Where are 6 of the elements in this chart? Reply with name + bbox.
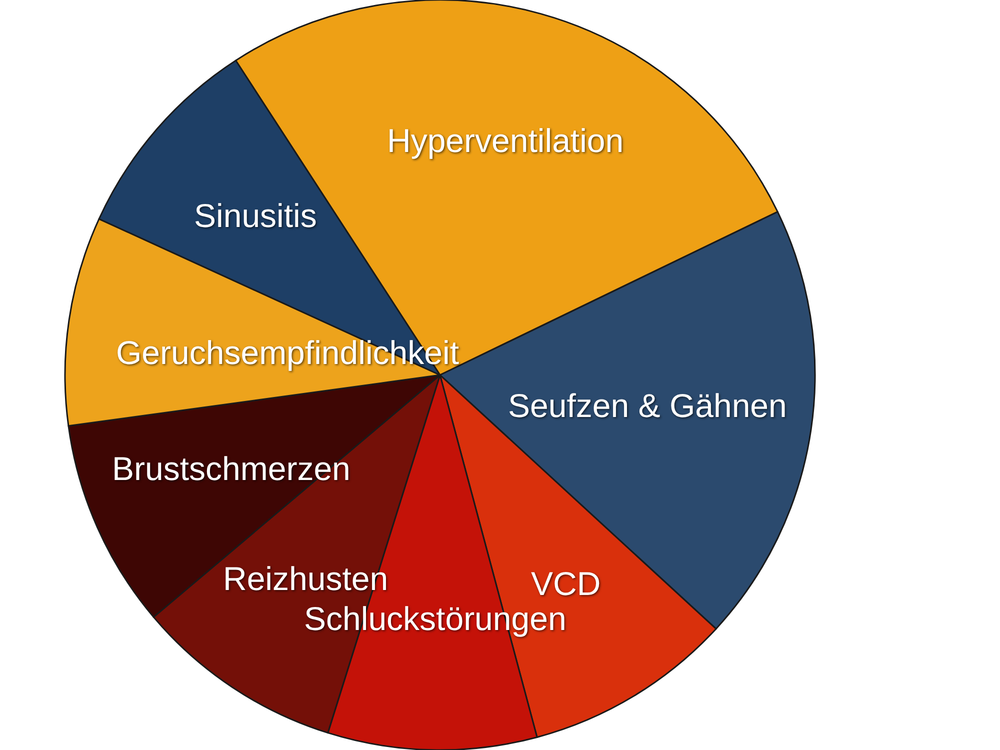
slice-label: VCD [531,565,601,602]
slice-label: Hyperventilation [387,122,624,159]
slice-label: Seufzen & Gähnen [508,387,787,424]
slice-label: Sinusitis [194,197,317,234]
slice-label: Reizhusten [223,560,388,597]
slice-label: Brustschmerzen [112,450,350,487]
